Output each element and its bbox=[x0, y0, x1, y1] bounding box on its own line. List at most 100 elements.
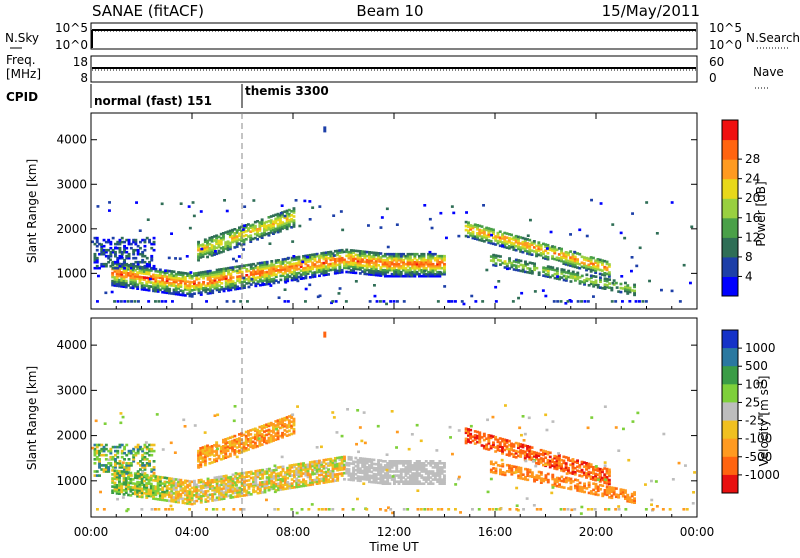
heatmap-cell bbox=[232, 276, 235, 279]
heatmap-cell bbox=[531, 471, 534, 474]
heatmap-cell bbox=[373, 284, 376, 287]
heatmap-cell bbox=[569, 250, 572, 253]
heatmap-cell bbox=[339, 287, 342, 290]
heatmap-cell bbox=[218, 455, 221, 458]
heatmap-cell bbox=[628, 300, 631, 303]
heatmap-cell bbox=[394, 271, 397, 274]
heatmap-cell bbox=[107, 261, 110, 264]
heatmap-cell bbox=[125, 280, 128, 283]
heatmap-cell bbox=[144, 249, 147, 252]
colorbar-swatch bbox=[722, 218, 738, 238]
heatmap-cell bbox=[335, 300, 338, 303]
heatmap-cell bbox=[608, 479, 611, 482]
heatmap-cell bbox=[616, 286, 619, 289]
heatmap-cell bbox=[248, 286, 251, 289]
heatmap-cell bbox=[454, 300, 457, 303]
heatmap-cell bbox=[499, 255, 502, 258]
heatmap-cell bbox=[147, 300, 150, 303]
heatmap-cell bbox=[611, 223, 614, 226]
heatmap-cell bbox=[248, 479, 251, 482]
heatmap-cell bbox=[229, 273, 232, 276]
nsky-label: N.Sky bbox=[5, 31, 39, 45]
heatmap-cell bbox=[570, 280, 573, 283]
heatmap-cell bbox=[159, 269, 162, 272]
heatmap-cell bbox=[112, 237, 115, 240]
heatmap-cell bbox=[501, 463, 504, 466]
heatmap-cell bbox=[556, 267, 559, 270]
heatmap-cell bbox=[563, 269, 566, 272]
heatmap-cell bbox=[225, 275, 228, 278]
heatmap-cell bbox=[114, 482, 117, 485]
heatmap-cell bbox=[91, 241, 94, 244]
heatmap-cell bbox=[580, 300, 583, 303]
heatmap-cell bbox=[296, 280, 299, 283]
heatmap-cell bbox=[348, 468, 351, 471]
heatmap-cell bbox=[308, 200, 311, 203]
heatmap-cell bbox=[291, 482, 294, 485]
heatmap-cell bbox=[157, 300, 160, 303]
heatmap-cell bbox=[382, 300, 385, 303]
heatmap-cell bbox=[252, 199, 255, 202]
heatmap-cell bbox=[323, 126, 326, 132]
heatmap-cell bbox=[556, 300, 559, 303]
heatmap-cell bbox=[613, 279, 616, 282]
heatmap-cell bbox=[612, 282, 615, 285]
heatmap-cell bbox=[524, 261, 527, 264]
heatmap-cell bbox=[129, 472, 132, 475]
noise-strip-frame bbox=[91, 23, 697, 49]
heatmap-cell bbox=[633, 284, 636, 287]
heatmap-cell bbox=[333, 254, 336, 257]
heatmap-cell bbox=[499, 259, 502, 262]
heatmap-cell bbox=[553, 300, 556, 303]
heatmap-cell bbox=[94, 462, 97, 465]
heatmap-cell bbox=[327, 273, 330, 276]
heatmap-cell bbox=[537, 241, 540, 244]
heatmap-cell bbox=[610, 287, 613, 290]
heatmap-cell bbox=[249, 433, 252, 436]
heatmap-cell bbox=[279, 279, 282, 282]
heatmap-cell bbox=[457, 235, 460, 238]
heatmap-cell bbox=[533, 240, 536, 243]
ytick-label: 3000 bbox=[56, 177, 87, 191]
heatmap-cell bbox=[189, 271, 192, 274]
heatmap-cell bbox=[174, 257, 177, 260]
heatmap-cell bbox=[202, 281, 205, 284]
heatmap-cell bbox=[116, 456, 119, 459]
heatmap-cell bbox=[119, 247, 122, 250]
heatmap-cell bbox=[583, 491, 586, 494]
heatmap-cell bbox=[254, 442, 257, 445]
heatmap-cell bbox=[291, 240, 294, 243]
heatmap-cell bbox=[287, 300, 290, 303]
heatmap-cell bbox=[638, 300, 641, 303]
heatmap-cell bbox=[141, 282, 144, 285]
heatmap-cell bbox=[606, 261, 609, 264]
heatmap-cell bbox=[114, 246, 117, 249]
heatmap-cell bbox=[165, 289, 168, 292]
heatmap-cell bbox=[97, 205, 100, 208]
heatmap-cell bbox=[546, 247, 549, 250]
heatmap-cell bbox=[501, 245, 504, 248]
heatmap-cell bbox=[109, 241, 112, 244]
heatmap-cell bbox=[481, 300, 484, 303]
heatmap-cell bbox=[153, 241, 156, 244]
heatmap-cell bbox=[284, 281, 287, 284]
heatmap-cell bbox=[590, 463, 593, 466]
heatmap-cell bbox=[495, 468, 498, 471]
heatmap-cell bbox=[630, 270, 633, 273]
heatmap-cell bbox=[293, 219, 296, 222]
nave-tick-bottom: 0 bbox=[709, 71, 717, 85]
heatmap-cell bbox=[250, 493, 253, 496]
heatmap-cell bbox=[153, 460, 156, 463]
heatmap-cell bbox=[439, 212, 442, 215]
date-title: 15/May/2011 bbox=[602, 2, 700, 20]
heatmap-cell bbox=[485, 269, 488, 272]
colorbar-tick-label: 28 bbox=[745, 152, 760, 166]
heatmap-cell bbox=[127, 300, 130, 303]
heatmap-cell bbox=[584, 300, 587, 303]
heatmap-cell bbox=[293, 215, 296, 218]
heatmap-cell bbox=[443, 263, 446, 266]
power-ylabel: Slant Range [km] bbox=[25, 159, 39, 263]
heatmap-cell bbox=[588, 482, 591, 485]
noise-tick-left-bottom: 10^0 bbox=[55, 38, 88, 52]
heatmap-cell bbox=[161, 203, 164, 206]
